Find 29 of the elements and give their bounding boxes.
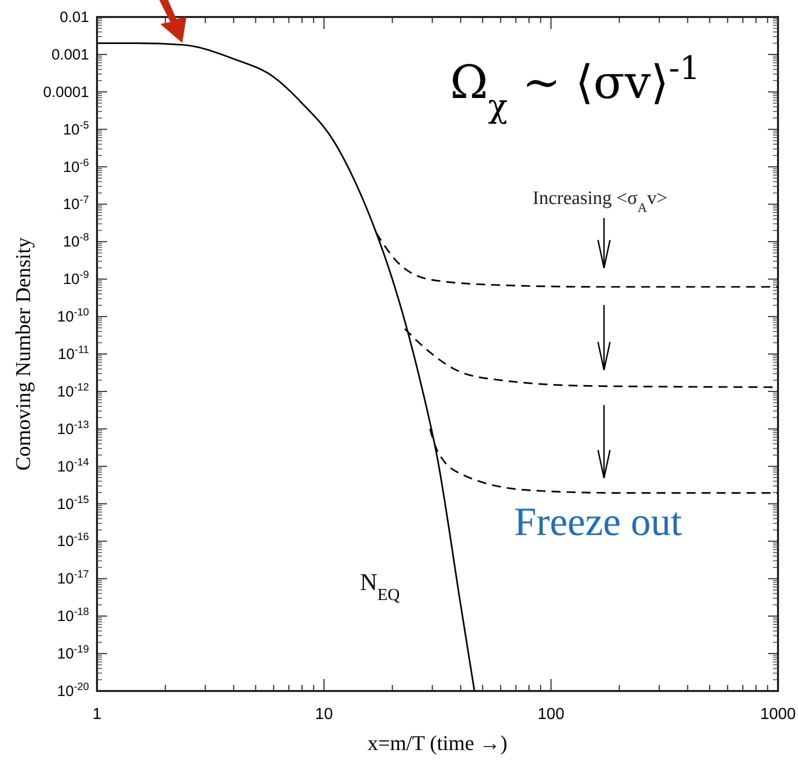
- x-tick-label: 1000: [760, 706, 796, 723]
- x-tick-label: 100: [538, 706, 564, 723]
- y-tick-label: 10$^{-17}$: [57, 568, 90, 588]
- x-tick-label: 1: [92, 706, 102, 723]
- y-tick-label: 10$^{-11}$: [58, 344, 90, 363]
- y-axis-title: Comoving Number Density: [11, 236, 35, 471]
- y-tick-label: 10$^{-7}$: [62, 194, 90, 214]
- y-tick-label: 10$^{-8}$: [62, 232, 90, 251]
- x-axis-title: x=m/T (time →): [368, 731, 508, 755]
- y-tick-label: 10$^{-18}$: [57, 606, 90, 626]
- y-tick-label: 10$^{-5}$: [62, 119, 90, 138]
- annotation: Freeze out: [514, 499, 682, 544]
- y-tick-label: 10$^{-10}$: [57, 306, 90, 326]
- annotation: Increasing <σ$_{A}$v>: [532, 188, 668, 214]
- y-tick-label: 10$^{-14}$: [57, 456, 90, 476]
- y-tick-label: 10$^{-15}$: [57, 494, 90, 513]
- y-tick-label: 10$^{-16}$: [57, 531, 90, 550]
- y-tick-label: 10$^{-12}$: [57, 381, 90, 400]
- y-tick-label: 10$^{-19}$: [57, 644, 90, 663]
- y-tick-label: 10$^{-20}$: [57, 681, 90, 700]
- text: N$_{EQ}$: [360, 570, 400, 604]
- y-tick-label: 10$^{-13}$: [57, 418, 90, 438]
- y-tick-label: 0.01: [60, 9, 89, 26]
- y-tick-label: 10$^{-9}$: [62, 269, 90, 288]
- x-tick-label: 10: [315, 706, 333, 723]
- annotation: Ω$_{χ}$ ∼ ⟨σv⟩$^{-1}$: [450, 49, 700, 125]
- y-tick-label: 10$^{-6}$: [62, 156, 90, 176]
- y-tick-label: 0.0001: [43, 84, 89, 101]
- y-tick-label: 0.001: [51, 46, 89, 64]
